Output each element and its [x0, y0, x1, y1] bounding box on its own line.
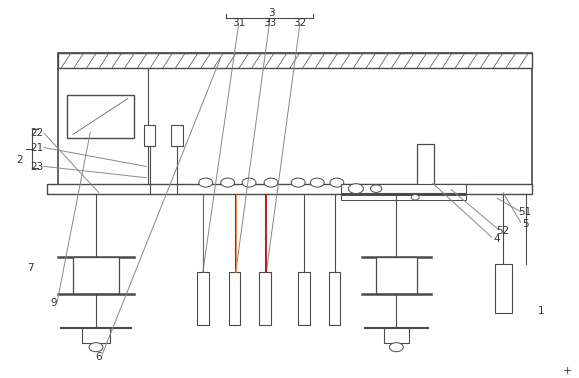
- Text: 31: 31: [232, 18, 245, 28]
- Text: 52: 52: [497, 226, 510, 236]
- Bar: [298, 272, 310, 325]
- Bar: [376, 257, 416, 294]
- Bar: [329, 272, 340, 325]
- Circle shape: [349, 184, 364, 194]
- Text: 23: 23: [30, 162, 43, 172]
- Text: 32: 32: [294, 18, 306, 28]
- Circle shape: [310, 178, 324, 187]
- Text: 51: 51: [519, 208, 532, 217]
- Bar: [73, 257, 119, 294]
- Bar: [229, 272, 240, 325]
- Text: +: +: [563, 366, 573, 375]
- Text: 4: 4: [493, 234, 500, 244]
- Circle shape: [291, 178, 305, 187]
- Circle shape: [89, 343, 103, 352]
- Bar: [67, 95, 134, 138]
- Text: 7: 7: [27, 263, 34, 273]
- Text: 22: 22: [30, 128, 43, 138]
- Bar: [416, 144, 434, 187]
- Bar: [58, 53, 532, 68]
- Circle shape: [390, 343, 404, 352]
- Text: 6: 6: [96, 352, 102, 362]
- Bar: [384, 328, 409, 343]
- Circle shape: [411, 195, 419, 200]
- Circle shape: [264, 178, 278, 187]
- Bar: [47, 184, 532, 194]
- Text: 21: 21: [30, 143, 43, 153]
- Text: 2: 2: [16, 155, 23, 165]
- Circle shape: [242, 178, 256, 187]
- Text: 3: 3: [267, 8, 274, 18]
- Text: 1: 1: [537, 307, 544, 316]
- Bar: [82, 328, 111, 343]
- Bar: [259, 272, 271, 325]
- Bar: [171, 125, 182, 146]
- Circle shape: [330, 178, 344, 187]
- Bar: [144, 125, 156, 146]
- Circle shape: [221, 178, 234, 187]
- Circle shape: [199, 178, 212, 187]
- Text: 33: 33: [263, 18, 276, 28]
- Bar: [197, 272, 208, 325]
- Bar: [494, 264, 512, 313]
- Text: 5: 5: [522, 218, 529, 229]
- Bar: [342, 184, 466, 193]
- Bar: [58, 53, 532, 189]
- Text: 9: 9: [50, 298, 57, 308]
- Circle shape: [371, 185, 382, 192]
- Bar: [342, 195, 466, 200]
